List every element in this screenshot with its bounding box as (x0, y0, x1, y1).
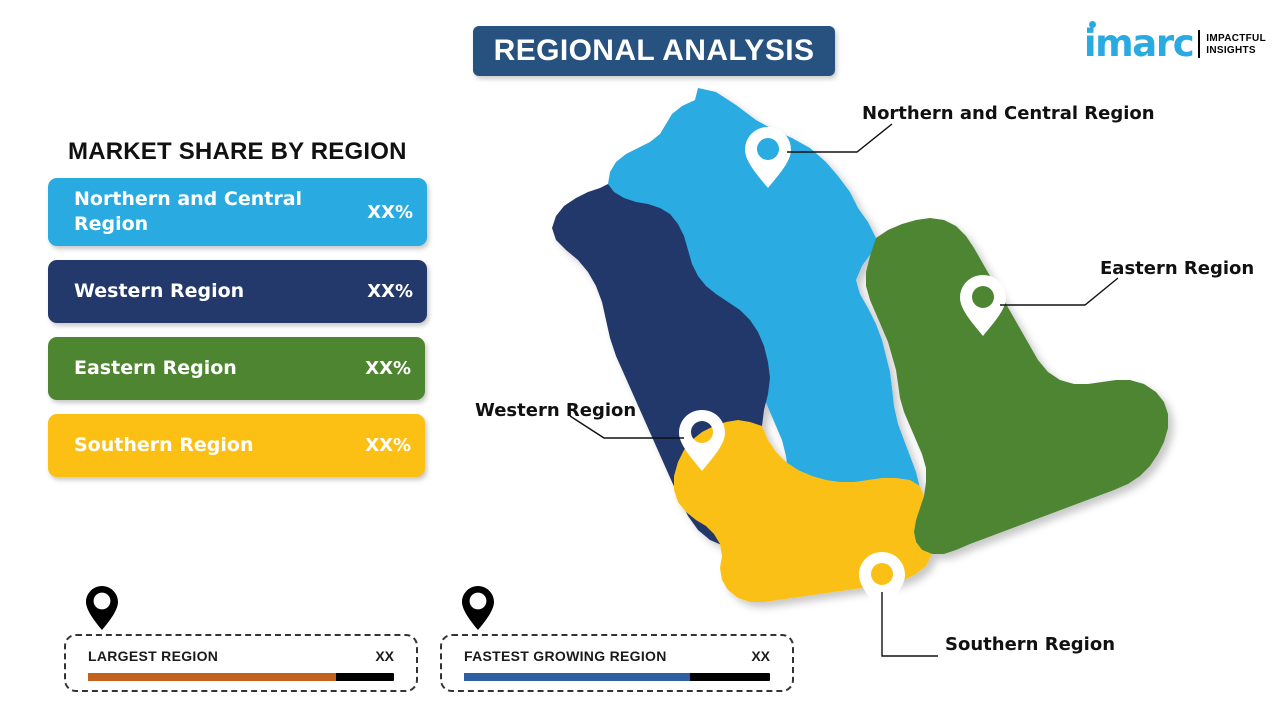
map-callout-label-eastern: Eastern Region (1100, 258, 1255, 279)
legend-item-value: XX% (365, 358, 411, 379)
map-pin-icon (86, 586, 118, 630)
legend-item-label: Southern Region (74, 434, 254, 456)
fastest-growing-region-progress-fill (464, 673, 691, 681)
legend-item-value: XX% (367, 281, 413, 302)
logo-tagline-line2: INSIGHTS (1206, 45, 1256, 56)
legend-item-label: Northern and Central Region (74, 188, 303, 235)
imarc-logo: imarc IMPACTFUL INSIGHTS (1084, 16, 1266, 62)
fastest-growing-region-progress-track (464, 673, 770, 681)
map-pin-southern-icon[interactable] (520, 80, 1220, 650)
logo-divider (1198, 30, 1201, 58)
fastest-growing-region-card[interactable]: FASTEST GROWING REGION XX (440, 586, 794, 692)
legend-item-western[interactable]: Western Region XX% (48, 260, 427, 323)
logo-wordmark: imarc (1084, 21, 1195, 62)
largest-region-title: LARGEST REGION (88, 648, 219, 664)
map-callout-label-northern-and-central: Northern and Central Region (862, 103, 1155, 124)
legend-item-eastern[interactable]: Eastern Region XX% (48, 337, 425, 400)
largest-region-progress-fill (88, 673, 336, 681)
logo-word-text: imarc (1083, 22, 1195, 65)
saudi-arabia-region-map (520, 80, 1220, 650)
fastest-growing-region-value: XX (751, 648, 770, 664)
legend-item-northern-and-central[interactable]: Northern and Central Region XX% (48, 178, 427, 246)
legend-item-value: XX% (367, 201, 413, 223)
region-legend-list: Northern and Central Region XX% Western … (48, 178, 443, 491)
fastest-growing-region-title: FASTEST GROWING REGION (464, 648, 667, 664)
map-callout-label-western: Western Region (475, 400, 637, 421)
largest-region-card[interactable]: LARGEST REGION XX (64, 586, 418, 692)
logo-dot-icon (1088, 21, 1096, 28)
fastest-growing-region-row: FASTEST GROWING REGION XX (464, 648, 770, 664)
logo-tagline-line1: IMPACTFUL (1206, 33, 1266, 44)
legend-item-southern[interactable]: Southern Region XX% (48, 414, 425, 477)
largest-region-progress-track (88, 673, 394, 681)
page-title-banner: REGIONAL ANALYSIS (473, 26, 835, 76)
largest-region-row: LARGEST REGION XX (88, 648, 394, 664)
page-title: REGIONAL ANALYSIS (493, 34, 815, 67)
map-pin-icon (462, 586, 494, 630)
legend-item-value: XX% (365, 435, 411, 456)
logo-tagline: IMPACTFUL INSIGHTS (1206, 33, 1266, 57)
legend-item-label: Eastern Region (74, 357, 237, 379)
map-callout-label-southern: Southern Region (945, 634, 1116, 655)
market-share-heading: MARKET SHARE BY REGION (68, 138, 407, 165)
legend-item-label: Western Region (74, 280, 245, 302)
largest-region-value: XX (375, 648, 394, 664)
